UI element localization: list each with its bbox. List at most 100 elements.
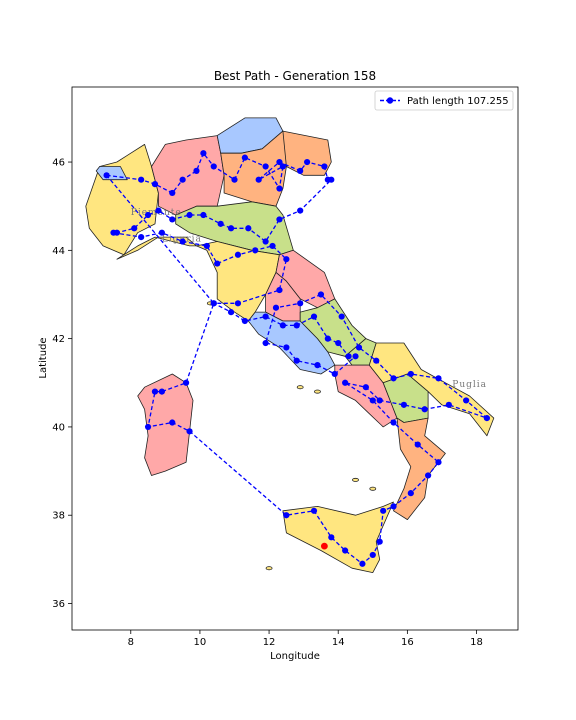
path-point — [425, 472, 432, 479]
map-region — [282, 130, 332, 176]
path-point — [297, 207, 304, 214]
x-tick-label: 14 — [332, 637, 345, 648]
path-point — [483, 414, 490, 422]
legend-label: Path length 107.255 — [407, 96, 509, 107]
start-point — [320, 542, 328, 550]
path-point — [169, 189, 176, 197]
path-point — [144, 211, 152, 219]
map-place-label: Piemonte — [131, 208, 182, 218]
path-point — [203, 242, 210, 250]
path-point — [262, 238, 269, 245]
path-point — [200, 150, 207, 157]
path-point — [262, 339, 269, 347]
path-point — [276, 216, 283, 223]
path-point — [252, 247, 259, 254]
path-point — [297, 167, 304, 174]
path-point — [227, 309, 235, 316]
path-point — [342, 379, 349, 386]
path-point — [376, 397, 383, 404]
map-island — [296, 385, 304, 390]
map-region — [393, 417, 446, 520]
path-point — [328, 176, 335, 183]
chart-title: Best Path - Generation 158 — [214, 69, 376, 83]
path-point — [390, 419, 397, 426]
x-tick-label: 10 — [194, 637, 207, 648]
path-point — [304, 158, 311, 166]
path-point — [231, 176, 238, 183]
path-point — [110, 229, 117, 236]
path-point — [279, 163, 286, 170]
map-region — [220, 130, 294, 207]
path-point — [293, 357, 300, 364]
path-point — [390, 503, 397, 510]
y-tick-label: 44 — [52, 246, 65, 257]
path-point — [400, 401, 408, 408]
path-point — [138, 176, 145, 183]
map-region — [299, 298, 367, 357]
path-point — [283, 256, 290, 263]
path-point — [227, 225, 235, 232]
path-point — [380, 507, 387, 514]
path-point — [158, 229, 165, 236]
map-region — [116, 236, 197, 260]
path-point — [179, 238, 186, 245]
path-point — [169, 419, 176, 426]
path-point — [279, 322, 286, 329]
x-tick-label: 12 — [263, 637, 276, 648]
path-point — [435, 459, 442, 466]
y-tick-label: 38 — [52, 511, 65, 522]
path-point — [200, 211, 207, 219]
path-point — [179, 176, 186, 183]
path-point — [193, 167, 200, 174]
path-point — [463, 397, 470, 404]
path-point — [435, 375, 442, 382]
x-axis-label: Longitude — [270, 651, 320, 662]
path-point — [321, 163, 328, 170]
path-point — [103, 172, 110, 179]
path-point — [151, 181, 159, 188]
path-point — [214, 260, 221, 267]
path-point — [407, 370, 414, 378]
path-point — [283, 512, 290, 519]
path-point — [331, 370, 338, 378]
path-point — [352, 353, 359, 360]
path-point — [234, 300, 242, 307]
path-point — [407, 490, 414, 497]
path-point — [158, 388, 165, 395]
path-point — [138, 233, 145, 241]
x-tick-label: 8 — [128, 637, 134, 648]
legend-box — [374, 90, 514, 111]
y-axis: 36 38 40 42 44 46 — [52, 158, 72, 610]
path-point — [369, 551, 376, 559]
path-point — [335, 339, 342, 347]
path-point — [272, 304, 280, 311]
path-point — [276, 286, 283, 294]
path-point — [144, 423, 152, 431]
map-place-label: Puglia — [452, 380, 487, 390]
path-point — [245, 225, 252, 232]
x-tick-label: 16 — [401, 637, 414, 648]
map-island — [314, 389, 321, 394]
path-point — [186, 428, 193, 435]
path-point — [182, 379, 190, 386]
path-series — [103, 150, 490, 567]
path-point — [310, 313, 318, 320]
map-region — [282, 501, 394, 573]
path-point — [342, 547, 349, 554]
map-island — [265, 566, 273, 571]
path-point — [262, 163, 269, 170]
path-point — [255, 176, 262, 183]
y-tick-label: 36 — [52, 599, 65, 610]
path-point — [390, 375, 397, 382]
y-tick-label: 46 — [52, 158, 65, 169]
y-tick-label: 40 — [52, 422, 65, 433]
path-point — [262, 313, 269, 320]
path-point — [345, 353, 352, 360]
path-point — [297, 300, 304, 307]
path-point — [155, 207, 162, 214]
path-point — [241, 154, 248, 161]
path-point — [276, 185, 283, 192]
path-point — [283, 344, 290, 351]
y-axis-label: Latitude — [38, 337, 49, 378]
